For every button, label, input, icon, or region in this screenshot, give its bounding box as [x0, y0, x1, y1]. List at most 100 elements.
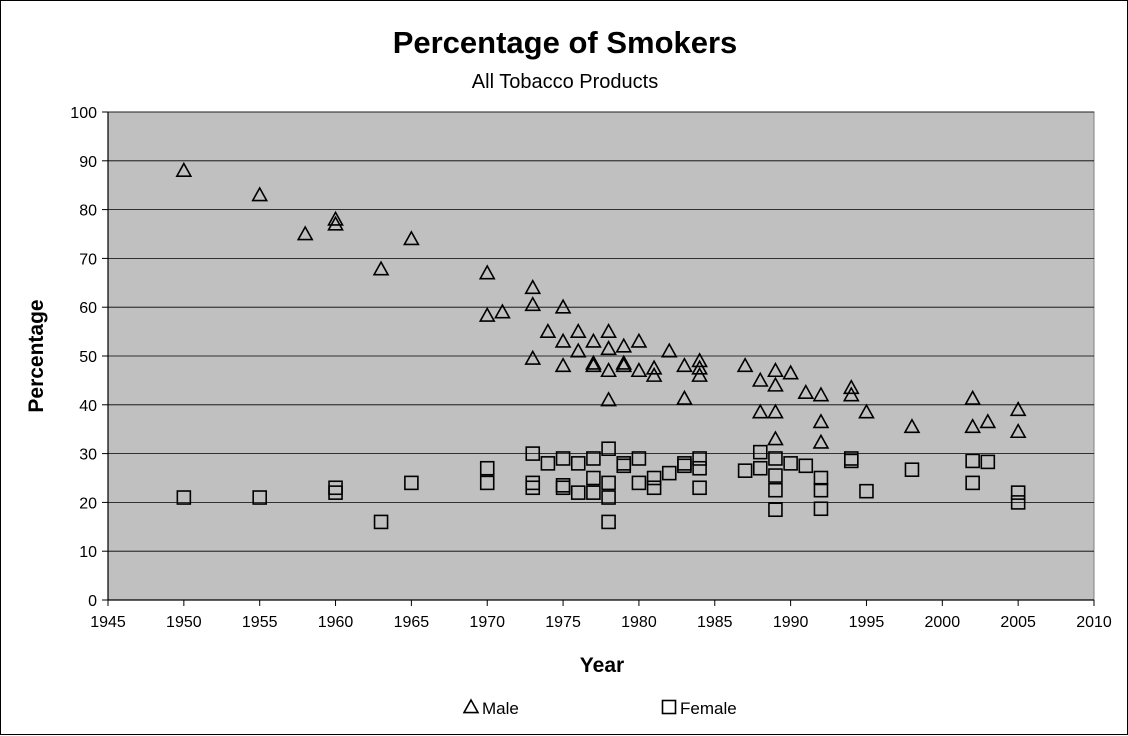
- y-tick-label: 80: [79, 203, 97, 220]
- x-tick-label: 1970: [469, 614, 505, 631]
- female-point: [646, 470, 662, 486]
- male-point: [736, 357, 754, 373]
- male-point: [600, 340, 617, 356]
- male-point: [478, 306, 496, 322]
- y-tick-label: 20: [79, 495, 97, 512]
- x-tick-label: 1945: [90, 614, 126, 631]
- chart-title: Percentage of Smokers: [393, 25, 738, 60]
- female-point: [555, 480, 571, 496]
- female-point: [601, 475, 616, 491]
- female-point: [752, 460, 768, 476]
- male-point: [767, 430, 784, 446]
- female-point: [540, 456, 556, 471]
- male-point: [372, 260, 390, 276]
- male-point: [645, 359, 663, 375]
- male-point: [615, 357, 633, 373]
- male-point: [964, 418, 982, 434]
- female-point: [692, 480, 707, 496]
- y-tick-label: 60: [79, 300, 97, 317]
- legend-label-female: Female: [680, 699, 737, 718]
- chart-subtitle: All Tobacco Products: [472, 71, 658, 93]
- female-point: [479, 460, 495, 476]
- male-point: [615, 354, 633, 370]
- male-point: [751, 371, 769, 387]
- female-point: [252, 490, 267, 505]
- x-tick-label: 1955: [242, 614, 278, 631]
- series-female: [176, 441, 1026, 530]
- female-point: [601, 514, 616, 530]
- female-point: [525, 480, 541, 496]
- y-tick-label: 100: [70, 105, 97, 122]
- male-point: [403, 230, 420, 246]
- y-tick-label: 90: [79, 154, 97, 171]
- male-point: [554, 298, 572, 314]
- male-point: [979, 413, 997, 429]
- male-point: [569, 322, 587, 339]
- female-point: [525, 446, 541, 461]
- male-point: [782, 364, 799, 380]
- female-point: [570, 485, 586, 500]
- male-point: [812, 413, 830, 429]
- male-point: [327, 210, 344, 226]
- male-point: [175, 161, 193, 177]
- male-point: [630, 361, 648, 378]
- female-point: [768, 482, 783, 498]
- male-point: [554, 332, 572, 348]
- male-point: [1009, 422, 1027, 439]
- female-point: [176, 490, 192, 505]
- female-point: [965, 453, 980, 469]
- female-point: [904, 462, 920, 478]
- male-point: [691, 359, 708, 375]
- female-point: [768, 502, 783, 518]
- female-point: [586, 470, 601, 486]
- female-point: [646, 480, 662, 496]
- male-point: [615, 337, 633, 353]
- legend-marker-female: [661, 699, 677, 715]
- female-point: [692, 451, 707, 466]
- male-point: [585, 354, 602, 370]
- female-point: [798, 458, 814, 474]
- male-point: [842, 379, 860, 395]
- male-point: [676, 357, 693, 373]
- female-point: [752, 444, 768, 460]
- male-point: [842, 386, 860, 402]
- male-point: [903, 418, 921, 434]
- female-point: [631, 451, 647, 466]
- male-point: [539, 322, 557, 339]
- female-point: [570, 456, 586, 471]
- y-tick-label: 0: [88, 593, 97, 610]
- x-axis-title: Year: [580, 654, 624, 677]
- male-point: [494, 303, 511, 319]
- x-tick-label: 1975: [545, 614, 581, 631]
- male-point: [751, 403, 769, 419]
- male-point: [600, 391, 617, 407]
- male-point: [858, 403, 875, 419]
- x-tick-label: 1995: [849, 614, 885, 631]
- female-point: [677, 458, 692, 474]
- male-point: [645, 366, 663, 382]
- female-point: [768, 451, 783, 466]
- female-point: [965, 475, 980, 491]
- female-point: [328, 485, 343, 500]
- female-point: [813, 482, 829, 498]
- male-point: [251, 186, 269, 202]
- y-tick-label: 10: [79, 544, 97, 561]
- female-point: [555, 451, 571, 466]
- series-male: [175, 161, 1027, 449]
- male-point: [1009, 401, 1027, 417]
- female-point: [661, 465, 677, 481]
- y-tick-label: 50: [79, 349, 97, 366]
- male-point: [585, 332, 602, 348]
- x-tick-label: 2005: [1000, 614, 1036, 631]
- male-point: [812, 386, 830, 402]
- male-point: [478, 264, 496, 280]
- male-point: [660, 342, 678, 358]
- male-point: [767, 361, 784, 378]
- male-point: [691, 366, 708, 382]
- y-tick-label: 30: [79, 447, 97, 464]
- female-point: [616, 458, 632, 474]
- female-point: [586, 451, 601, 466]
- female-point: [631, 475, 647, 491]
